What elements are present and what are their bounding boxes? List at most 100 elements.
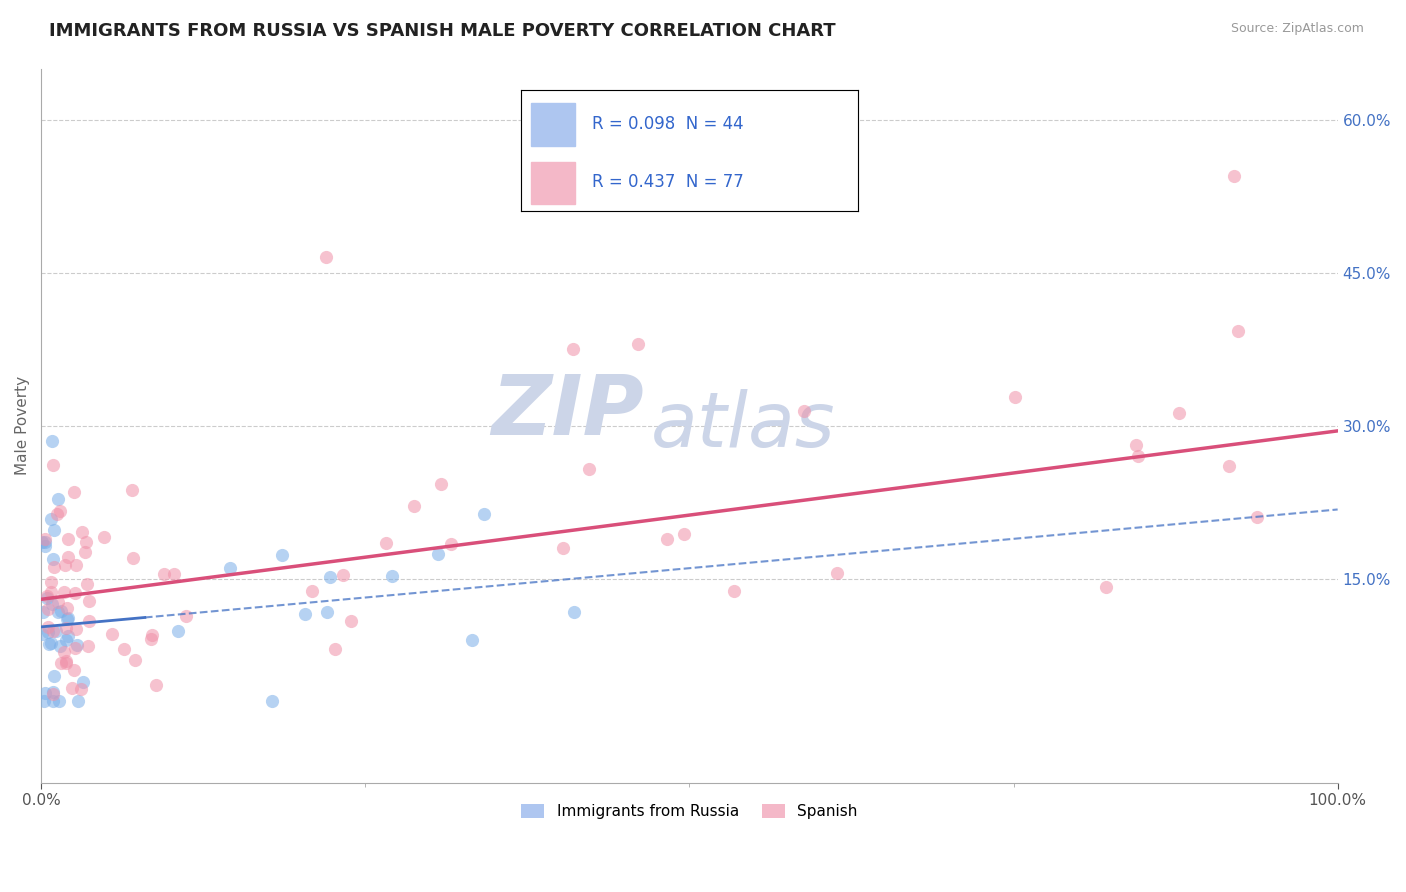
Point <box>55 633 77 648</box>
Point <box>723 584 745 599</box>
Point <box>402 499 425 513</box>
Point <box>66 694 89 708</box>
Point <box>46 595 69 609</box>
Point <box>301 583 323 598</box>
Point <box>34 539 56 553</box>
Point <box>46 492 69 507</box>
Point <box>60 681 83 695</box>
Point <box>655 532 678 546</box>
Point <box>673 527 696 541</box>
Point <box>53 644 76 658</box>
Point <box>174 609 197 624</box>
Point <box>63 586 86 600</box>
Point <box>63 663 86 677</box>
Point <box>1004 390 1026 404</box>
Point <box>42 686 65 700</box>
Point <box>56 612 79 626</box>
Point <box>122 550 145 565</box>
Point <box>42 551 65 566</box>
Point <box>45 624 67 639</box>
Point <box>34 686 56 700</box>
Point <box>37 624 59 639</box>
Point <box>34 532 56 546</box>
Point <box>56 629 79 643</box>
Point <box>39 574 62 589</box>
Point <box>42 694 65 708</box>
Point <box>139 632 162 647</box>
Point <box>44 523 66 537</box>
Point <box>75 545 97 559</box>
Point <box>374 536 396 550</box>
Text: Source: ZipAtlas.com: Source: ZipAtlas.com <box>1230 22 1364 36</box>
Point <box>381 569 404 583</box>
Point <box>41 598 63 612</box>
Point <box>1218 458 1240 473</box>
Point <box>58 549 80 564</box>
Text: IMMIGRANTS FROM RUSSIA VS SPANISH MALE POVERTY CORRELATION CHART: IMMIGRANTS FROM RUSSIA VS SPANISH MALE P… <box>49 22 835 40</box>
Point <box>315 605 337 619</box>
Point <box>76 576 98 591</box>
Point <box>77 615 100 629</box>
Point <box>219 561 242 575</box>
Point <box>262 694 284 708</box>
Point <box>101 626 124 640</box>
Point <box>34 535 56 549</box>
Point <box>75 535 97 549</box>
Point <box>55 621 77 635</box>
Point <box>41 624 63 638</box>
Point <box>39 636 62 650</box>
Point <box>93 530 115 544</box>
Point <box>49 639 72 653</box>
Point <box>460 632 482 647</box>
Point <box>827 566 849 580</box>
Point <box>42 685 65 699</box>
Point <box>41 434 63 448</box>
Point <box>46 605 69 619</box>
Point <box>42 559 65 574</box>
Point <box>1168 406 1191 420</box>
Point <box>1246 510 1268 524</box>
Point <box>325 641 347 656</box>
Point <box>56 611 79 625</box>
Point <box>49 604 72 618</box>
Point <box>56 601 79 615</box>
Point <box>72 675 94 690</box>
Point <box>56 532 79 546</box>
Point <box>562 605 585 619</box>
Point <box>167 624 190 639</box>
Point <box>793 404 815 418</box>
Point <box>77 639 100 653</box>
Point <box>551 541 574 555</box>
Point <box>53 558 76 572</box>
Y-axis label: Male Poverty: Male Poverty <box>15 376 30 475</box>
Point <box>141 628 163 642</box>
Point <box>1226 325 1249 339</box>
Point <box>163 567 186 582</box>
Point <box>46 508 69 522</box>
Point <box>77 594 100 608</box>
Point <box>121 483 143 498</box>
Point <box>626 337 648 351</box>
Point <box>62 484 84 499</box>
Point <box>1126 449 1149 463</box>
Point <box>1125 438 1147 452</box>
Point <box>66 638 89 652</box>
Point <box>48 504 70 518</box>
Point <box>65 623 87 637</box>
Text: ZIP: ZIP <box>491 371 644 452</box>
Point <box>42 668 65 682</box>
Point <box>42 458 65 473</box>
Point <box>1223 169 1246 183</box>
Point <box>38 636 60 650</box>
Point <box>427 547 450 561</box>
Point <box>31 535 53 549</box>
Point <box>270 548 292 562</box>
Point <box>52 585 75 599</box>
Point <box>65 558 87 572</box>
Point <box>39 584 62 599</box>
Point <box>429 477 451 491</box>
Point <box>55 656 77 670</box>
Point <box>65 640 87 655</box>
Point <box>145 678 167 692</box>
Point <box>112 641 135 656</box>
